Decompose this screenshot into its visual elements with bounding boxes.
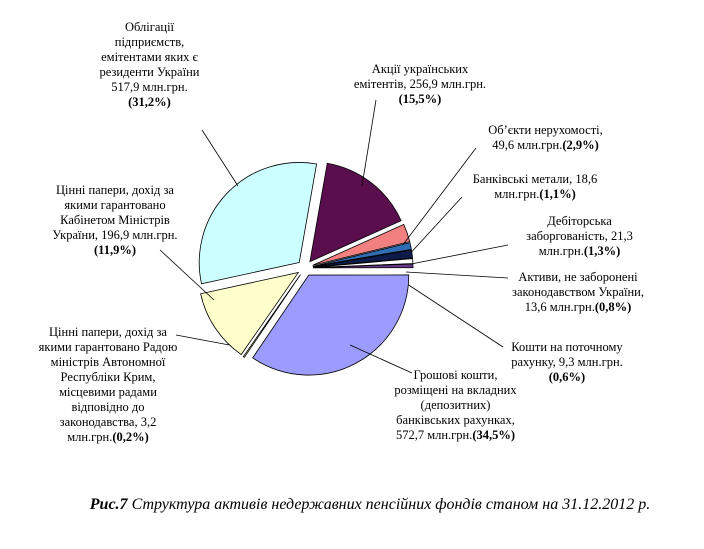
slice-label: Облігації підприємств, емітентами яких є… xyxy=(92,20,207,110)
amount: 572,7 млн.грн. xyxy=(395,428,473,442)
category-name: Об’єкти нерухомості, xyxy=(488,123,603,137)
pie-slice xyxy=(198,162,318,285)
value-label: (31,2%) xyxy=(128,95,171,109)
leader-line xyxy=(397,277,504,348)
amount: 256,9 млн.грн. xyxy=(409,77,487,91)
amount: 49,6 млн.грн. xyxy=(492,138,563,152)
category-name: Цінні папери, дохід за якими гарантовано… xyxy=(38,325,178,429)
slice-label: Цінні папери, дохід за якими гарантовано… xyxy=(40,183,190,258)
amount: 13,6 млн.грн. xyxy=(524,300,595,314)
pie-slice xyxy=(312,223,411,266)
category-name: Цінні папери, дохід за якими гарантовано… xyxy=(52,183,174,242)
category-name: Грошові кошти, розміщені на вкладних (де… xyxy=(394,368,517,427)
value-label: (2,9%) xyxy=(562,138,599,152)
leader-line xyxy=(361,99,377,187)
category-name: Активи, не заборонені законодавством Укр… xyxy=(512,270,644,299)
category-name: Акції українських емітентів, xyxy=(353,62,469,91)
pie-slice xyxy=(309,162,402,263)
value-label: (11,9%) xyxy=(93,243,136,257)
value-label: (1,3%) xyxy=(583,244,621,258)
value-label: (15,5%) xyxy=(398,92,442,106)
pie-slice xyxy=(242,274,301,358)
pie-slice xyxy=(312,263,414,269)
value-label: (1,1%) xyxy=(539,187,576,201)
value-label: (34,5%) xyxy=(472,428,516,442)
leader-line xyxy=(401,147,477,247)
value-label: (0,6%) xyxy=(548,370,586,384)
amount: 21,3 млн.грн. xyxy=(538,229,633,258)
slice-label: Акції українських емітентів, 256,9 млн.г… xyxy=(345,62,495,107)
slice-label: Кошти на поточному рахунку, 9,3 млн.грн.… xyxy=(502,340,632,385)
slice-label: Грошові кошти, розміщені на вкладних (де… xyxy=(388,368,523,443)
slice-label: Дебіторська заборгованість, 21,3 млн.грн… xyxy=(512,214,647,259)
value-label: (0,2%) xyxy=(112,430,149,444)
amount: 3,2 млн.грн. xyxy=(67,415,157,444)
slice-label: Цінні папери, дохід за якими гарантовано… xyxy=(38,325,178,445)
figure-number: Рис.7 xyxy=(89,496,128,513)
leader-line xyxy=(159,249,215,301)
pie-slice xyxy=(312,242,412,267)
leader-line xyxy=(405,196,463,259)
slice-label: Об’єкти нерухомості, 49,6 млн.грн.(2,9%) xyxy=(478,123,613,153)
amount: 517,9 млн.грн. xyxy=(111,80,188,94)
leader-line xyxy=(405,244,509,266)
value-label: (0,8%) xyxy=(594,300,632,314)
pie-slice xyxy=(312,249,413,268)
caption: Рис.7 Структура активів недержавних пенс… xyxy=(0,495,704,515)
leader-line xyxy=(201,129,239,187)
category-name: Дебіторська заборгованість, xyxy=(526,214,612,243)
slice-label: Банківські метали, 18,6 млн.грн.(1,1%) xyxy=(470,172,600,202)
leader-line xyxy=(349,344,413,374)
slice-label: Активи, не заборонені законодавством Укр… xyxy=(508,270,648,315)
pie-slice xyxy=(200,271,300,356)
category-name: Банківські метали, xyxy=(472,172,573,186)
category-name: Кошти на поточному рахунку, xyxy=(511,340,623,369)
amount: 9,3 млн.грн. xyxy=(558,355,623,369)
amount: 18,6 млн.грн. xyxy=(494,172,598,201)
pie-slice xyxy=(252,274,410,376)
leader-line xyxy=(405,271,509,279)
category-name: Облігації підприємств, емітентами яких є… xyxy=(99,20,200,79)
chart-title: Структура активів недержавних пенсійних … xyxy=(131,496,651,513)
amount: 196,9 млн.грн. xyxy=(101,228,178,242)
